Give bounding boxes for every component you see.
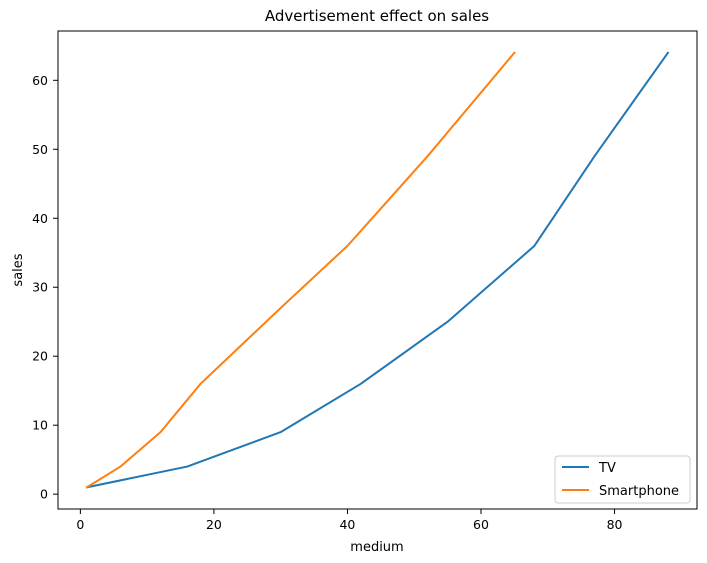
y-axis: 0 10 20 30 40 50 60 [32,73,58,502]
y-tick-label: 0 [40,487,48,502]
y-tick-label: 60 [32,73,48,88]
x-tick-label: 40 [339,517,355,532]
y-tick-label: 40 [32,211,48,226]
x-axis: 0 20 40 60 80 [76,509,623,532]
y-tick-label: 20 [32,349,48,364]
y-tick-label: 10 [32,418,48,433]
x-tick-label: 0 [76,517,84,532]
plot-frame [57,30,698,510]
plot-area: 0 20 40 60 80 0 10 20 30 40 50 60 [32,30,698,532]
x-tick-label: 60 [473,517,489,532]
legend-label-tv: TV [598,461,616,476]
y-tick-label: 30 [32,280,48,295]
legend: TV Smartphone [554,455,691,504]
chart-title: Advertisement effect on sales [265,7,489,25]
y-axis-label: sales [11,253,26,286]
series-group [85,51,670,489]
legend-label-smartphone: Smartphone [599,484,679,499]
x-axis-label: medium [350,540,403,555]
series-line-tv [85,51,670,489]
y-tick-label: 50 [32,142,48,157]
x-tick-label: 20 [206,517,222,532]
series-line-smartphone [85,51,516,489]
x-tick-label: 80 [607,517,623,532]
